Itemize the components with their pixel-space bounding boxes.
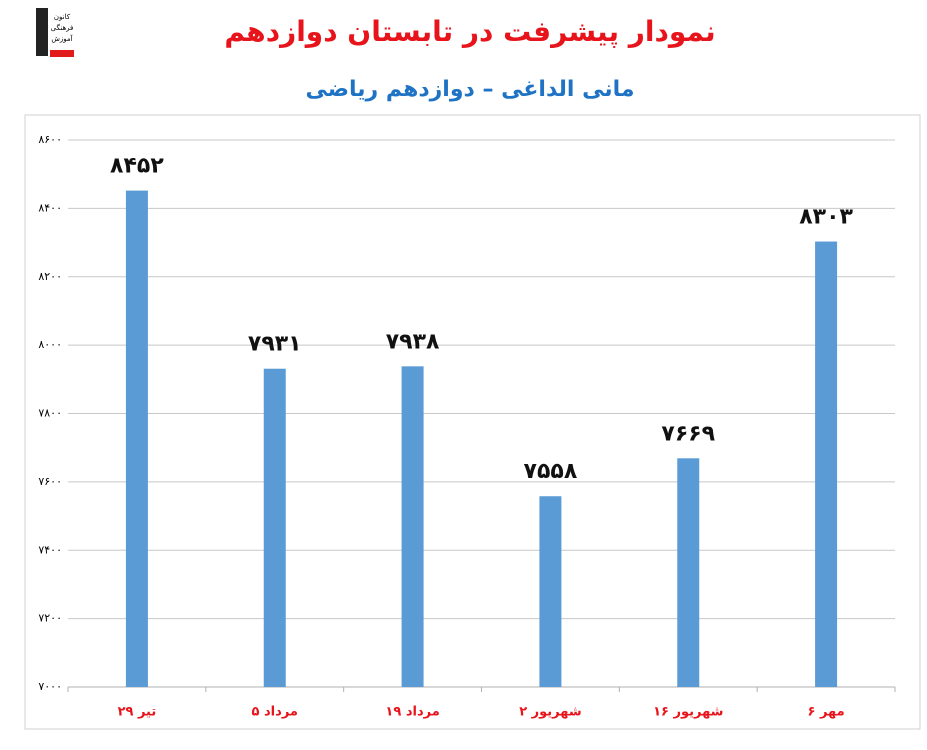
x-tick-label: ۵ مرداد — [252, 705, 298, 720]
x-tick-label: ۲ شهریور — [519, 705, 581, 720]
value-label: ۷۵۵۸ — [524, 459, 578, 484]
y-tick-label: ۸۶۰۰ — [38, 133, 62, 146]
chart-subtitle: مانی الداغی – دوازدهم ریاضی — [305, 77, 634, 102]
value-label: ۷۹۳۱ — [248, 332, 302, 357]
y-tick-label: ۸۲۰۰ — [38, 270, 62, 283]
value-label: ۷۹۳۸ — [386, 329, 440, 354]
bar — [677, 458, 700, 687]
y-tick-label: ۷۶۰۰ — [38, 475, 62, 488]
value-label: ۸۴۵۲ — [110, 154, 164, 179]
logo-text: آموزش — [51, 34, 73, 43]
value-label: ۷۶۶۹ — [661, 421, 715, 446]
chart-title: نمودار پیشرفت در تابستان دوازدهم — [224, 15, 715, 48]
x-tick-label: ۶ مهر — [807, 705, 844, 720]
logo: کانون فرهنگی آموزش — [36, 8, 74, 57]
logo-text: کانون — [54, 13, 71, 21]
y-tick-label: ۷۲۰۰ — [38, 612, 62, 625]
x-tick-label: ۱۶ شهریور — [653, 705, 723, 720]
bar — [125, 190, 148, 687]
y-tick-label: ۸۰۰۰ — [38, 338, 62, 351]
bar — [539, 496, 562, 687]
bar — [401, 366, 424, 687]
y-tick-label: ۷۴۰۰ — [38, 543, 62, 556]
logo-text: فرهنگی — [51, 23, 74, 32]
y-tick-label: ۷۸۰۰ — [38, 407, 62, 420]
y-tick-label: ۸۴۰۰ — [38, 201, 62, 214]
bar — [263, 368, 286, 687]
x-tick-label: ۲۹ تیر — [118, 705, 157, 720]
bar — [815, 241, 838, 688]
logo-figure — [36, 8, 48, 56]
plot-frame — [24, 114, 921, 730]
value-label: ۸۳۰۳ — [799, 205, 853, 230]
x-tick-label: ۱۹ مرداد — [385, 705, 439, 720]
y-tick-label: ۷۰۰۰ — [38, 680, 62, 693]
logo-band — [50, 50, 74, 57]
